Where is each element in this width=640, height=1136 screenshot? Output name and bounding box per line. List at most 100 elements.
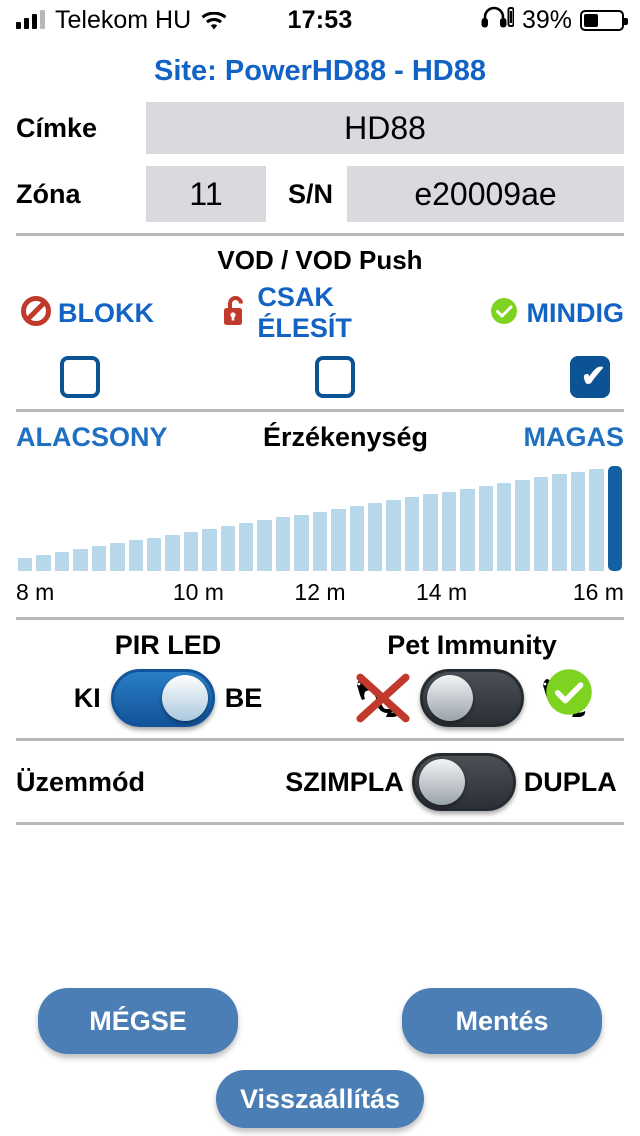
sensitivity-bar[interactable]	[36, 554, 51, 571]
axis-tick-label: 12 m	[294, 579, 346, 605]
status-bar: Telekom HU 17:53 39%	[0, 0, 640, 40]
sensitivity-bar[interactable]	[589, 468, 604, 571]
vod-checkbox-csak-elesit[interactable]	[314, 356, 355, 398]
axis-tick-label: 8 m	[16, 579, 55, 605]
signal-bars-icon	[16, 10, 45, 29]
status-bar-right: 39%	[352, 5, 629, 36]
divider-2	[16, 409, 624, 412]
block-icon	[20, 295, 52, 332]
divider-4	[16, 738, 624, 741]
sensitivity-title: Érzékenység	[262, 422, 429, 452]
checkmark-icon: ✔	[580, 360, 606, 393]
sensitivity-bar[interactable]	[533, 477, 549, 571]
sensitivity-bar[interactable]	[18, 557, 33, 571]
sensitivity-bar[interactable]	[91, 546, 107, 571]
pir-led-on-label: BE	[224, 682, 263, 713]
toggle-knob	[418, 759, 465, 805]
sensitivity-bar[interactable]	[202, 528, 217, 571]
zona-label: Zóna	[16, 178, 81, 209]
sensitivity-bar[interactable]	[368, 503, 383, 571]
sensitivity-bar[interactable]	[73, 549, 88, 571]
pir-led-title: PIR LED	[114, 630, 222, 660]
vod-section-title: VOD / VOD Push	[217, 245, 423, 275]
sensitivity-bar[interactable]	[386, 500, 401, 571]
check-circle-icon	[546, 669, 592, 715]
battery-percent-label: 39%	[521, 5, 573, 34]
vod-checkbox-cell-csak-elesit	[243, 356, 426, 398]
sensitivity-low-label: ALACSONY	[16, 422, 168, 452]
vod-option-csak-elesit[interactable]: CSAK ÉLESÍT	[221, 282, 422, 344]
sensitivity-bar[interactable]	[294, 514, 309, 571]
sensitivity-bar[interactable]	[441, 491, 457, 571]
sensitivity-bar[interactable]	[331, 508, 346, 571]
vod-option-blokk[interactable]: BLOKK	[12, 282, 221, 344]
pir-led-off-label: KI	[73, 682, 101, 713]
dog-icon	[534, 669, 596, 724]
carrier-label: Telekom HU	[55, 5, 192, 34]
save-button[interactable]: Mentés	[402, 988, 602, 1054]
sensitivity-bar[interactable]	[570, 471, 586, 571]
sensitivity-bar[interactable]	[404, 497, 420, 571]
cancel-button[interactable]: MÉGSE	[38, 988, 238, 1054]
sensitivity-bar[interactable]	[165, 534, 180, 571]
sensitivity-bar[interactable]	[275, 517, 291, 571]
sensitivity-bar[interactable]	[257, 520, 272, 571]
sensitivity-bar[interactable]	[460, 488, 475, 571]
pir-led-control: KI BE	[16, 669, 320, 727]
vod-checkbox-blokk[interactable]	[60, 356, 100, 398]
mode-toggle[interactable]	[411, 753, 516, 811]
axis-tick-label: 14 m	[416, 579, 468, 605]
pir-led-toggle[interactable]	[110, 669, 215, 727]
sensitivity-bar[interactable]	[146, 537, 162, 571]
sensitivity-bar[interactable]	[312, 511, 328, 571]
cimke-input[interactable]: HD88	[146, 102, 624, 154]
mode-double-label: DUPLA	[523, 766, 617, 797]
sensitivity-bar[interactable]	[478, 485, 493, 571]
toggle-knob	[161, 675, 208, 721]
mode-single-label: SZIMPLA	[285, 766, 404, 797]
mode-row: Üzemmód SZIMPLA DUPLA	[0, 753, 640, 811]
sensitivity-bar[interactable]	[220, 526, 236, 571]
vod-checkboxes: ✔	[0, 356, 640, 398]
sensitivity-axis-ticks: 8 m 10 m 12 m 14 m 16 m	[0, 579, 640, 606]
pet-immunity-control	[320, 669, 624, 727]
sensitivity-bar[interactable]	[128, 540, 143, 571]
toggles-body: KI BE	[0, 669, 640, 727]
vod-checkbox-cell-mindig: ✔	[427, 356, 628, 398]
pet-immunity-toggle[interactable]	[420, 669, 524, 727]
sensitivity-bar[interactable]	[607, 465, 622, 571]
battery-icon	[580, 9, 629, 31]
page-title: Site: PowerHD88 - HD88	[154, 55, 486, 87]
label-row: Címke HD88	[0, 102, 640, 154]
sensitivity-bars[interactable]	[18, 461, 622, 571]
divider-5	[16, 822, 624, 825]
sensitivity-bar[interactable]	[423, 494, 438, 571]
zona-input[interactable]: 11	[146, 166, 266, 222]
vod-option-mindig[interactable]: MINDIG	[423, 282, 628, 344]
vod-checkbox-mindig[interactable]: ✔	[569, 356, 610, 398]
sensitivity-header: ALACSONY Érzékenység MAGAS	[0, 422, 640, 453]
toggles-header: PIR LED Pet Immunity	[0, 630, 640, 661]
vod-option-mindig-label: MINDIG	[526, 297, 624, 328]
sensitivity-chart[interactable]	[18, 461, 622, 571]
clock: 17:53	[287, 5, 353, 34]
sensitivity-bar[interactable]	[110, 543, 125, 571]
sensitivity-bar[interactable]	[496, 483, 512, 571]
sensitivity-bar[interactable]	[183, 531, 199, 571]
sensitivity-bar[interactable]	[54, 551, 70, 571]
unlocked-padlock-icon	[221, 294, 251, 333]
status-bar-left: Telekom HU	[16, 6, 288, 35]
reset-button[interactable]: Visszaállítás	[216, 1070, 424, 1128]
sensitivity-bar[interactable]	[239, 523, 254, 571]
sensitivity-bar[interactable]	[515, 480, 530, 571]
toggle-knob	[427, 675, 473, 721]
vod-option-csak-elesit-label: CSAK ÉLESÍT	[257, 282, 352, 343]
pet-immunity-title: Pet Immunity	[387, 630, 557, 660]
sensitivity-bar[interactable]	[552, 474, 567, 571]
mode-control: SZIMPLA DUPLA	[278, 753, 624, 811]
sensitivity-high-label: MAGAS	[523, 422, 625, 452]
sn-input[interactable]: e20009ae	[347, 166, 624, 222]
vod-options: BLOKK CSAK ÉLESÍT MINDIG	[0, 282, 640, 344]
sensitivity-bar[interactable]	[349, 505, 365, 571]
